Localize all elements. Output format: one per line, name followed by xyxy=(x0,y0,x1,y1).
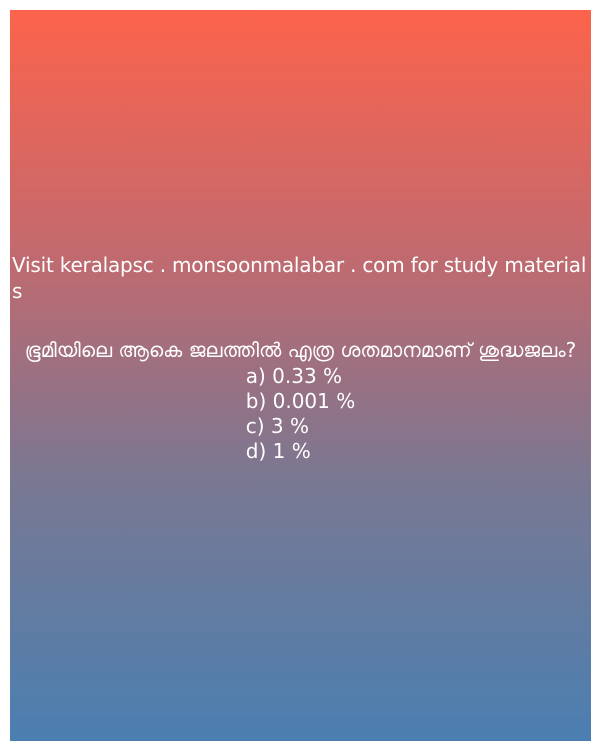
quiz-card: Visit keralapsc . monsoonmalabar . com f… xyxy=(10,10,591,741)
option-a: a) 0.33 % xyxy=(245,364,343,388)
options-list: a) 0.33 % b) 0.001 % c) 3 % d) 1 % xyxy=(246,364,355,464)
question-block: ഭൂമിയിലെ ആകെ ജലത്തിൽ എത്ര ശതമാനമാണ് ശുദ്… xyxy=(10,340,591,464)
option-d: d) 1 % xyxy=(245,439,311,463)
option-c: c) 3 % xyxy=(245,414,309,438)
option-b: b) 0.001 % xyxy=(245,389,356,413)
promo-text: Visit keralapsc . monsoonmalabar . com f… xyxy=(12,253,587,303)
question-text: ഭൂമിയിലെ ആകെ ജലത്തിൽ എത്ര ശതമാനമാണ് ശുദ്… xyxy=(24,338,577,362)
